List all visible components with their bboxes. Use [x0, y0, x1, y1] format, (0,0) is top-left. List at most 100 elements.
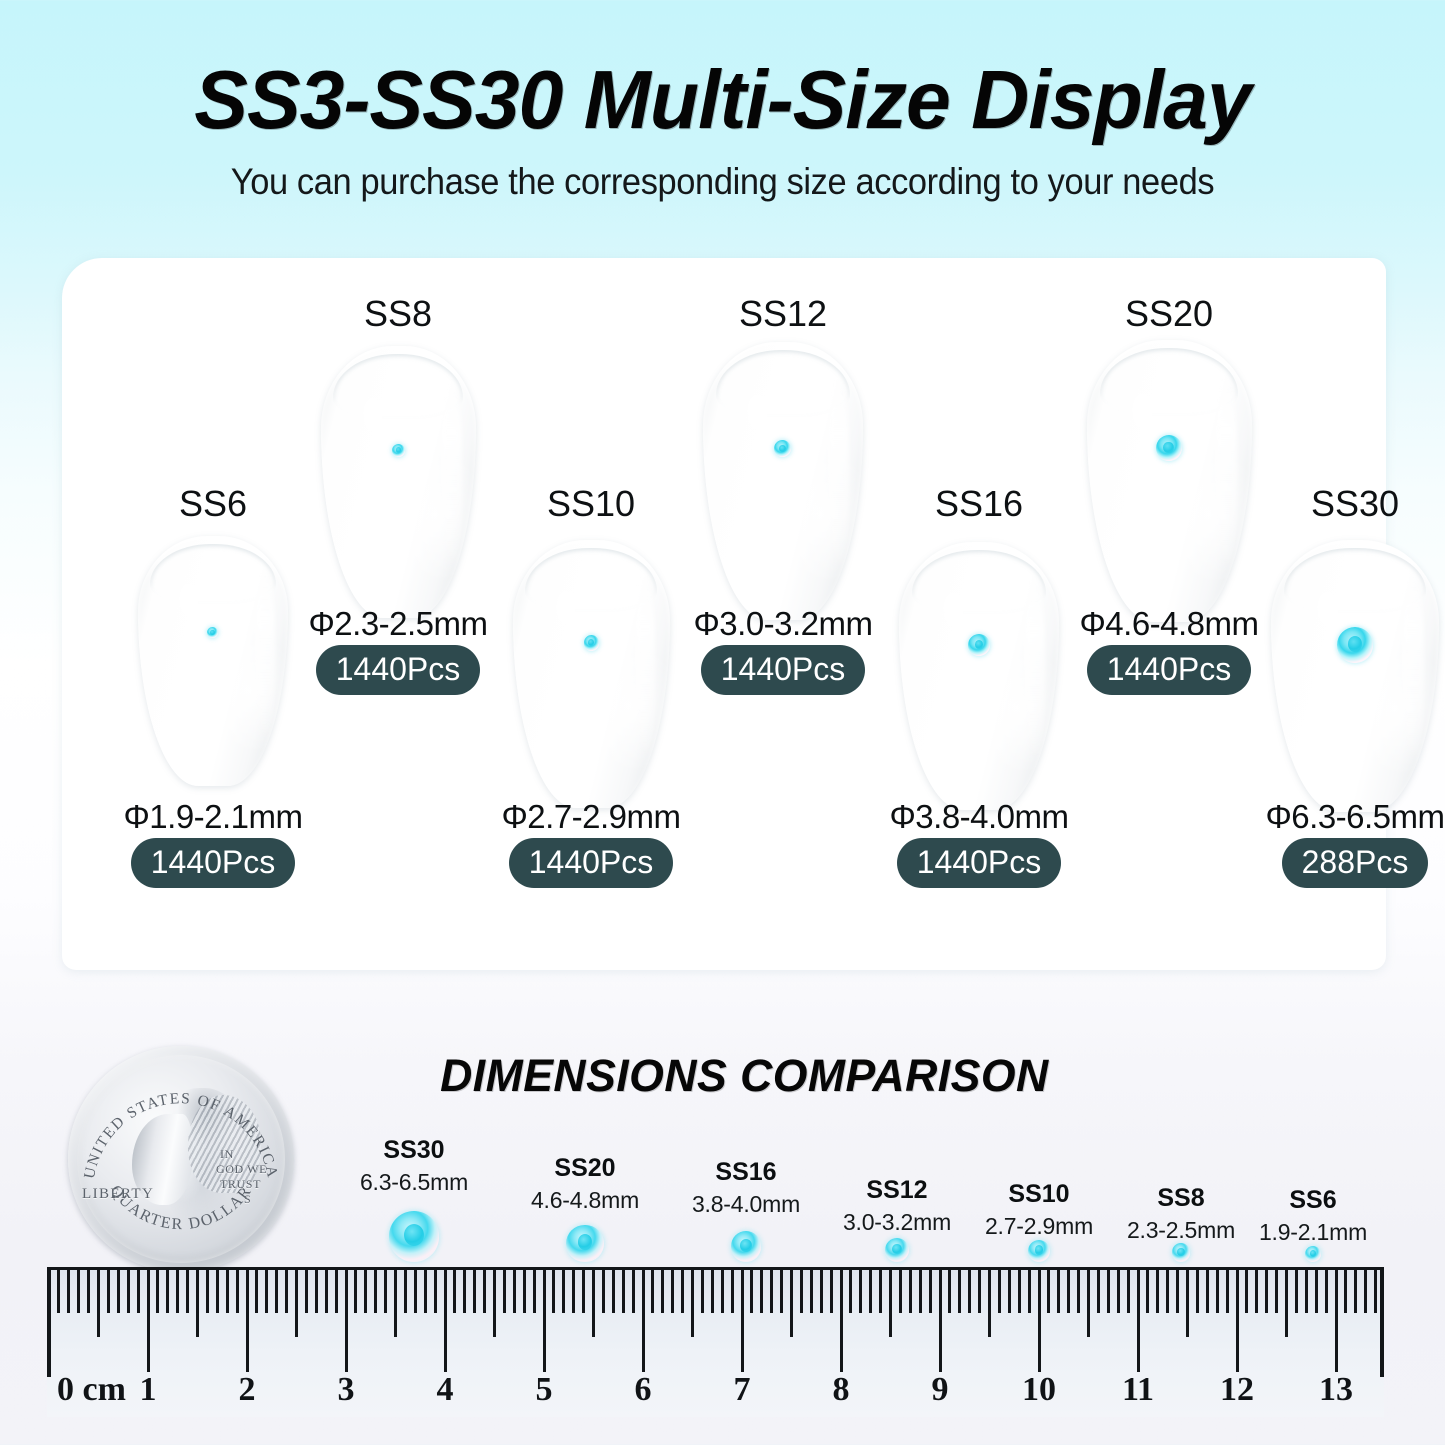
ruler-tick	[146, 1267, 150, 1372]
ruler-tick	[364, 1267, 368, 1313]
ruler-tick	[651, 1267, 655, 1313]
ruler-cm-label: 12	[1220, 1371, 1254, 1408]
ruler-cm-label: 3	[337, 1371, 355, 1408]
ruler-tick	[176, 1267, 180, 1313]
ruler-tick	[958, 1267, 962, 1313]
nail-cuticle-lip	[715, 350, 851, 418]
ruler-tick	[1324, 1267, 1328, 1313]
nail-size-label: SS12	[738, 293, 828, 334]
ruler-cm-label: 4	[436, 1371, 454, 1408]
comparison-rhinestone	[566, 1224, 604, 1262]
nail-side-gloss	[1215, 368, 1237, 577]
coin-body: UNITED STATES OF AMERICA QUARTER DOLLAR …	[68, 1046, 294, 1272]
ruler-tick	[1235, 1267, 1239, 1372]
ruler-tick	[790, 1267, 793, 1337]
ruler-tick	[582, 1267, 586, 1313]
comparison-rhinestone	[1027, 1239, 1051, 1262]
ruler-tick	[483, 1267, 487, 1313]
nail-specular-highlight	[1133, 395, 1151, 427]
ruler-tick	[384, 1267, 388, 1313]
ruler-tick	[77, 1267, 81, 1313]
ruler-tick	[1255, 1267, 1259, 1313]
rhinestone	[1155, 435, 1182, 462]
ruler-tick	[1087, 1267, 1090, 1337]
comparison-rhinestone	[388, 1211, 440, 1262]
ruler-tick	[1037, 1267, 1041, 1372]
comparison-stone-holder	[1223, 1244, 1403, 1262]
ruler-tick	[859, 1267, 863, 1313]
ruler-tick	[87, 1267, 91, 1313]
ruler-tick	[403, 1267, 407, 1313]
ruler-tick	[354, 1267, 358, 1313]
nail-specular-highlight	[1319, 593, 1337, 624]
comparison-size-label: SS12	[866, 1176, 928, 1204]
ruler-cm-label: 5	[535, 1371, 553, 1408]
nail-diameter-label: Φ6.3-6.5mm	[1265, 798, 1445, 835]
nail-cuticle-lip	[911, 550, 1047, 615]
ruler-tick	[423, 1267, 427, 1313]
pieces-badge: 1440Pcs	[315, 645, 481, 695]
ruler-tick	[166, 1267, 170, 1313]
ruler-tick	[780, 1267, 784, 1313]
ruler-tick	[1156, 1267, 1160, 1313]
nail-side-gloss	[1023, 568, 1045, 768]
nail-diameter-label: Φ3.0-3.2mm	[693, 605, 873, 642]
comparison-size-label: SS8	[1157, 1184, 1205, 1212]
ruler-tick	[1225, 1267, 1229, 1313]
coin-mint-mark: S	[244, 1192, 252, 1206]
comparison-rhinestone	[1305, 1246, 1321, 1262]
nail-tip	[1271, 540, 1439, 812]
ruler-tick	[928, 1267, 932, 1313]
ruler-tick	[681, 1267, 685, 1313]
ruler-cm-label: 7	[733, 1371, 751, 1408]
ruler-tick	[334, 1267, 338, 1313]
ruler-tick	[205, 1267, 209, 1313]
ruler-tick	[997, 1267, 1001, 1313]
comparison-diameter-label: 3.8-4.0mm	[691, 1191, 801, 1217]
ruler-tick	[1057, 1267, 1061, 1313]
ruler-tick	[770, 1267, 774, 1313]
ruler-tick	[1017, 1267, 1021, 1313]
nail-size-label: SS10	[546, 483, 636, 524]
ruler-tick	[502, 1267, 506, 1313]
ruler-tick	[235, 1267, 239, 1313]
ruler-tick	[225, 1267, 229, 1313]
ruler-tick	[1354, 1267, 1358, 1313]
ruler-tick	[661, 1267, 665, 1313]
pieces-badge-wrap: 1440Pcs	[421, 838, 761, 888]
comparison-stone-holder	[656, 1216, 836, 1262]
comparison-size-label: SS30	[383, 1136, 445, 1164]
comparison-diameter-label: 3.0-3.2mm	[842, 1209, 952, 1235]
ruler-tick	[898, 1267, 902, 1313]
dimensions-comparison-title: DIMENSIONS COMPARISON	[440, 1050, 1049, 1101]
comparison-size-label: SS20	[554, 1154, 616, 1182]
rhinestone	[1337, 627, 1373, 663]
ruler-tick	[691, 1267, 694, 1337]
ruler-tick	[720, 1267, 724, 1313]
ruler-tick	[601, 1267, 605, 1313]
ruler-tick	[700, 1267, 704, 1313]
pieces-badge: 1440Pcs	[700, 645, 866, 695]
ruler-tick	[1285, 1267, 1288, 1337]
ruler-tick	[1294, 1267, 1298, 1313]
pieces-badge-wrap: 1440Pcs	[613, 645, 953, 695]
nail-size-label: SS30	[1310, 483, 1400, 524]
ruler-tick	[126, 1267, 130, 1313]
comparison-diameter-label: 2.7-2.9mm	[984, 1213, 1094, 1239]
ruler-tick	[443, 1267, 447, 1372]
ruler-tick	[730, 1267, 734, 1313]
coin-legend-arcs: UNITED STATES OF AMERICA QUARTER DOLLAR	[81, 1090, 280, 1233]
ruler-tick	[879, 1267, 883, 1313]
nail-diameter-label: Φ3.8-4.0mm	[889, 798, 1069, 835]
pieces-badge: 1440Pcs	[508, 838, 674, 888]
nail-side-gloss	[441, 373, 462, 575]
ruler-tick	[948, 1267, 952, 1313]
centimeter-ruler: 0 cm 1 2 3 4 5 6 7 8 9 10 11 12 13	[47, 1267, 1384, 1417]
rhinestone	[207, 627, 219, 639]
nail-size-label: SS20	[1124, 293, 1214, 334]
comparison-size-label: SS16	[715, 1158, 777, 1186]
ruler-tick	[374, 1267, 378, 1313]
ruler-tick	[47, 1267, 51, 1372]
ruler-tick	[1067, 1267, 1071, 1313]
nail-cuticle-lip	[525, 548, 657, 613]
